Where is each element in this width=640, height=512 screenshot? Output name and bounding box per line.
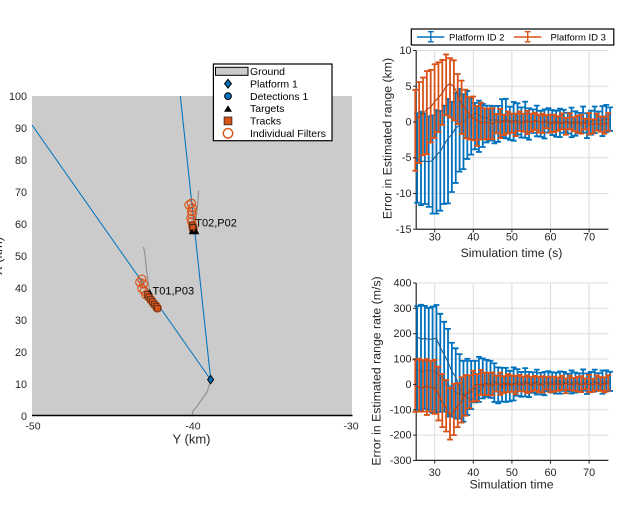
svg-text:100: 100 [9,91,27,103]
svg-text:40: 40 [467,467,479,479]
svg-text:Simulation time (s): Simulation time (s) [461,246,563,260]
svg-text:70: 70 [15,187,27,199]
svg-text:60: 60 [544,232,556,244]
svg-text:0: 0 [405,117,411,129]
svg-text:T01,P03: T01,P03 [153,285,195,297]
svg-text:10: 10 [15,379,27,391]
svg-text:-40: -40 [185,421,200,433]
svg-text:-5: -5 [402,152,412,164]
svg-text:60: 60 [544,467,556,479]
svg-text:30: 30 [429,232,441,244]
svg-text:Y (km): Y (km) [172,432,210,447]
svg-text:200: 200 [393,328,411,340]
svg-text:80: 80 [15,155,27,167]
svg-text:40: 40 [467,232,479,244]
svg-text:300: 300 [393,303,411,315]
svg-text:Individual Filters: Individual Filters [250,128,326,140]
svg-text:-15: -15 [396,224,412,236]
svg-text:0: 0 [21,411,27,423]
svg-text:50: 50 [506,232,518,244]
svg-text:Platform ID 2: Platform ID 2 [449,33,504,44]
svg-text:70: 70 [583,467,595,479]
svg-text:0: 0 [405,379,411,391]
svg-text:Tracks: Tracks [250,116,281,128]
svg-text:400: 400 [393,278,411,290]
svg-text:Simulation time: Simulation time [469,478,553,492]
svg-text:60: 60 [15,219,27,231]
svg-text:Platform ID 3: Platform ID 3 [551,33,606,44]
svg-text:30: 30 [15,315,27,327]
svg-text:Targets: Targets [250,103,284,115]
svg-text:-100: -100 [390,404,412,416]
svg-text:10: 10 [399,45,411,57]
svg-text:T02,P02: T02,P02 [195,218,237,230]
svg-text:50: 50 [506,467,518,479]
svg-text:40: 40 [15,283,27,295]
svg-text:30: 30 [429,467,441,479]
svg-text:-30: -30 [343,421,358,433]
svg-text:Platform 1: Platform 1 [250,78,298,90]
svg-text:-200: -200 [390,430,412,442]
svg-text:50: 50 [15,251,27,263]
svg-text:70: 70 [583,232,595,244]
svg-text:20: 20 [15,347,27,359]
svg-text:90: 90 [15,123,27,135]
svg-text:-10: -10 [396,188,412,200]
svg-text:100: 100 [393,354,411,366]
svg-text:Error in Estimated range rate: Error in Estimated range rate (m/s) [370,276,384,465]
svg-text:-300: -300 [390,455,412,467]
svg-text:Detections 1: Detections 1 [250,91,309,103]
svg-text:5: 5 [405,81,411,93]
svg-text:X (km): X (km) [0,237,5,275]
svg-text:-50: -50 [25,421,40,433]
svg-text:Ground: Ground [250,66,285,78]
svg-text:Error in Estimated range (km): Error in Estimated range (km) [381,58,395,219]
